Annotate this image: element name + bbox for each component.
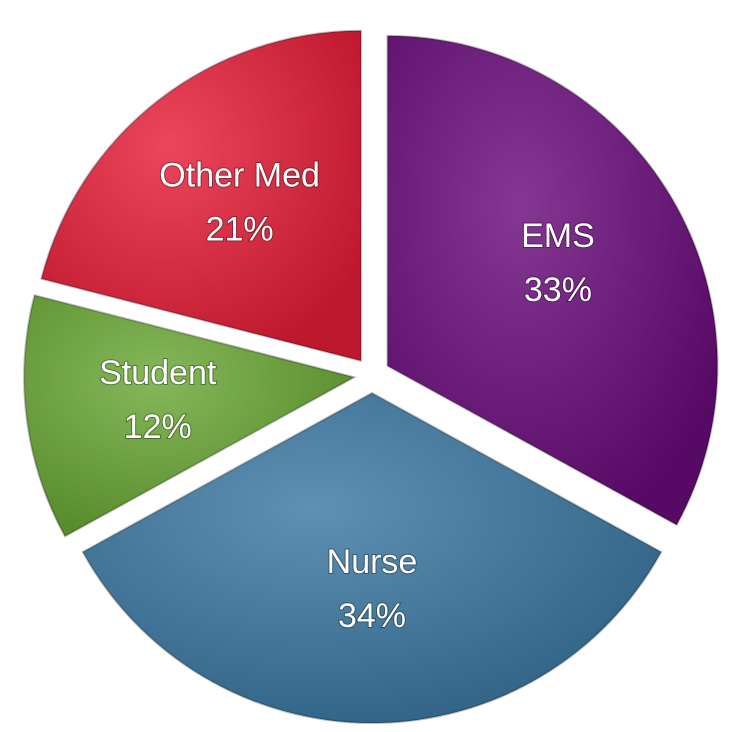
slice-label: Student bbox=[99, 354, 217, 392]
slice-value-label: 33% bbox=[524, 271, 592, 309]
slice-value-label: 12% bbox=[124, 408, 192, 446]
slice-value-label: 34% bbox=[338, 597, 406, 635]
slice-label: Other Med bbox=[159, 156, 320, 194]
slice-label: Nurse bbox=[327, 543, 418, 581]
slice-label: EMS bbox=[521, 217, 595, 255]
slice-value-label: 21% bbox=[206, 210, 274, 248]
